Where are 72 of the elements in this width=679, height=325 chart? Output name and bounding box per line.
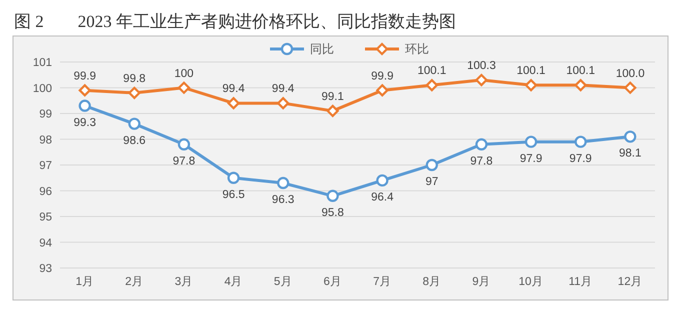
data-label: 100.1 — [417, 65, 446, 78]
point — [624, 82, 636, 94]
x-tick-label: 2月 — [125, 275, 144, 288]
data-label: 99.4 — [272, 83, 295, 96]
point — [178, 82, 190, 94]
data-label: 97.8 — [470, 155, 493, 168]
x-tick-label: 7月 — [373, 275, 392, 288]
x-tick-label: 1月 — [76, 275, 94, 288]
data-label: 99.9 — [74, 70, 96, 82]
data-label: 99.8 — [123, 72, 146, 85]
data-label: 97.8 — [172, 155, 196, 168]
point — [128, 118, 140, 130]
data-label: 100.0 — [616, 68, 645, 80]
point — [624, 130, 636, 143]
y-tick-label: 100 — [32, 82, 52, 95]
data-label: 99.1 — [322, 90, 344, 103]
x-tick-label: 5月 — [274, 275, 292, 288]
legend-label: 同比 — [310, 42, 334, 56]
data-label: 99.3 — [74, 116, 96, 129]
data-label: 100.1 — [516, 65, 546, 78]
legend-label: 环比 — [405, 42, 429, 56]
point — [78, 84, 91, 96]
point — [227, 172, 240, 184]
data-label: 97.9 — [520, 152, 542, 165]
y-tick-label: 95 — [39, 212, 52, 224]
point — [574, 136, 587, 148]
data-label: 96.5 — [222, 188, 245, 201]
data-label: 99.4 — [222, 83, 246, 96]
point — [227, 97, 240, 110]
x-tick-label: 9月 — [472, 275, 491, 288]
data-label: 100 — [174, 68, 194, 80]
x-tick-label: 3月 — [174, 275, 194, 288]
point — [128, 86, 140, 99]
point — [475, 138, 488, 150]
point — [326, 190, 339, 202]
data-label: 98.1 — [619, 148, 642, 160]
data-label: 97 — [425, 176, 438, 188]
data-label: 96.4 — [371, 191, 394, 204]
data-label: 100.3 — [467, 60, 496, 72]
y-tick-label: 99 — [39, 108, 52, 120]
x-tick-label: 6月 — [324, 275, 342, 288]
x-tick-label: 10月 — [518, 275, 544, 288]
y-tick-label: 93 — [39, 263, 52, 275]
data-label: 95.8 — [322, 206, 344, 219]
point — [326, 104, 339, 118]
x-tick-label: 4月 — [224, 275, 243, 288]
point — [524, 79, 538, 92]
point — [376, 84, 388, 96]
point — [277, 97, 290, 110]
point — [426, 79, 438, 92]
point — [78, 100, 91, 112]
point — [277, 176, 290, 190]
data-label: 96.3 — [272, 194, 294, 206]
x-tick-label: 12月 — [618, 275, 643, 288]
x-tick-label: 8月 — [422, 275, 442, 288]
point — [475, 74, 488, 86]
y-tick-label: 101 — [32, 57, 52, 69]
chart-title: 图 2 2023 年工业生产者购进价格环比、同比指数走势图 — [14, 12, 456, 31]
y-tick-label: 94 — [39, 237, 53, 250]
y-tick-label: 96 — [39, 186, 52, 198]
x-tick-label: 11月 — [568, 275, 593, 288]
data-label: 97.9 — [569, 152, 592, 165]
point — [426, 158, 438, 172]
data-label: 98.6 — [123, 134, 146, 147]
point — [178, 138, 190, 150]
y-tick-label: 98 — [39, 134, 52, 146]
point — [376, 174, 388, 187]
data-label: 99.9 — [371, 70, 394, 82]
data-label: 100.1 — [566, 65, 596, 78]
point — [574, 79, 587, 92]
y-tick-label: 97 — [39, 160, 52, 172]
point — [524, 136, 538, 148]
